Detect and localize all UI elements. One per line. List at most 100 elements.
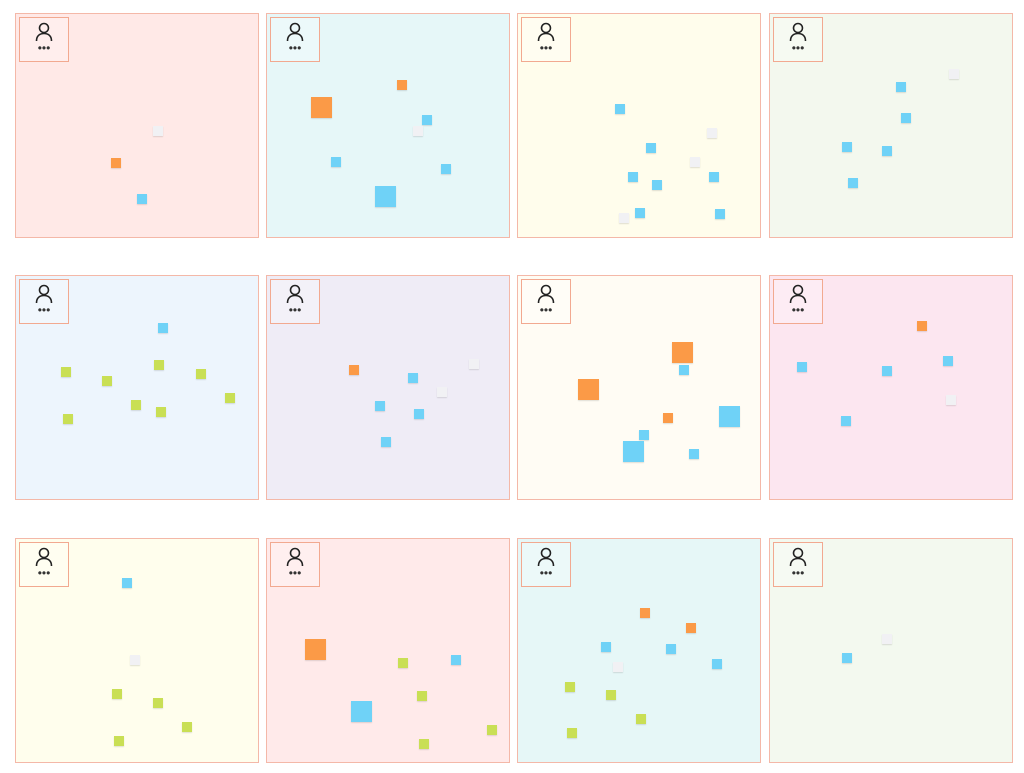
user-badge[interactable]: ••• [19,279,69,324]
sticky-note-green[interactable] [487,725,497,735]
more-options-icon[interactable]: ••• [539,41,553,55]
sticky-note-blue[interactable] [797,362,807,372]
sticky-note-blue[interactable] [719,406,740,427]
sticky-note-orange[interactable] [917,321,927,331]
more-options-icon[interactable]: ••• [37,41,51,55]
sticky-note-blue[interactable] [712,659,722,669]
board-5[interactable]: ••• [15,275,259,500]
board-9[interactable]: ••• [15,538,259,763]
user-badge[interactable]: ••• [270,542,320,587]
more-options-icon[interactable]: ••• [288,566,302,580]
sticky-note-green[interactable] [112,689,122,699]
sticky-note-green[interactable] [225,393,235,403]
sticky-note-green[interactable] [196,369,206,379]
sticky-note-white[interactable] [613,662,623,672]
board-2[interactable]: ••• [266,13,510,238]
board-1[interactable]: ••• [15,13,259,238]
board-12[interactable]: ••• [769,538,1013,763]
sticky-note-green[interactable] [154,360,164,370]
sticky-note-green[interactable] [182,722,192,732]
sticky-note-blue[interactable] [615,104,625,114]
sticky-note-blue[interactable] [896,82,906,92]
sticky-note-orange[interactable] [111,158,121,168]
sticky-note-blue[interactable] [381,437,391,447]
more-options-icon[interactable]: ••• [791,303,805,317]
sticky-note-green[interactable] [114,736,124,746]
sticky-note-green[interactable] [61,367,71,377]
sticky-note-green[interactable] [102,376,112,386]
board-4[interactable]: ••• [769,13,1013,238]
more-options-icon[interactable]: ••• [791,566,805,580]
sticky-note-green[interactable] [417,691,427,701]
sticky-note-blue[interactable] [848,178,858,188]
sticky-note-blue[interactable] [635,208,645,218]
sticky-note-orange[interactable] [578,379,599,400]
sticky-note-blue[interactable] [158,323,168,333]
sticky-note-blue[interactable] [841,416,851,426]
sticky-note-orange[interactable] [640,608,650,618]
sticky-note-blue[interactable] [715,209,725,219]
more-options-icon[interactable]: ••• [288,303,302,317]
board-11[interactable]: ••• [517,538,761,763]
sticky-note-blue[interactable] [441,164,451,174]
sticky-note-green[interactable] [565,682,575,692]
board-6[interactable]: ••• [266,275,510,500]
sticky-note-blue[interactable] [451,655,461,665]
sticky-note-blue[interactable] [689,449,699,459]
sticky-note-orange[interactable] [686,623,696,633]
sticky-note-blue[interactable] [639,430,649,440]
sticky-note-green[interactable] [636,714,646,724]
sticky-note-blue[interactable] [709,172,719,182]
sticky-note-blue[interactable] [623,441,644,462]
more-options-icon[interactable]: ••• [288,41,302,55]
sticky-note-blue[interactable] [408,373,418,383]
sticky-note-white[interactable] [619,213,629,223]
sticky-note-white[interactable] [707,128,717,138]
more-options-icon[interactable]: ••• [539,566,553,580]
sticky-note-green[interactable] [63,414,73,424]
sticky-note-blue[interactable] [601,642,611,652]
user-badge[interactable]: ••• [521,542,571,587]
sticky-note-blue[interactable] [882,146,892,156]
user-badge[interactable]: ••• [270,17,320,62]
sticky-note-white[interactable] [130,655,140,665]
user-badge[interactable]: ••• [773,542,823,587]
board-7[interactable]: ••• [517,275,761,500]
sticky-note-blue[interactable] [375,401,385,411]
user-badge[interactable]: ••• [773,17,823,62]
sticky-note-blue[interactable] [137,194,147,204]
sticky-note-orange[interactable] [349,365,359,375]
sticky-note-blue[interactable] [628,172,638,182]
sticky-note-green[interactable] [131,400,141,410]
board-8[interactable]: ••• [769,275,1013,500]
sticky-note-blue[interactable] [901,113,911,123]
sticky-note-blue[interactable] [882,366,892,376]
user-badge[interactable]: ••• [270,279,320,324]
sticky-note-blue[interactable] [375,186,396,207]
sticky-note-white[interactable] [469,359,479,369]
sticky-note-white[interactable] [946,395,956,405]
sticky-note-white[interactable] [882,634,892,644]
sticky-note-blue[interactable] [422,115,432,125]
sticky-note-white[interactable] [949,69,959,79]
more-options-icon[interactable]: ••• [539,303,553,317]
sticky-note-blue[interactable] [414,409,424,419]
sticky-note-blue[interactable] [842,142,852,152]
sticky-note-blue[interactable] [646,143,656,153]
sticky-note-blue[interactable] [351,701,372,722]
more-options-icon[interactable]: ••• [37,303,51,317]
sticky-note-green[interactable] [156,407,166,417]
sticky-note-white[interactable] [153,126,163,136]
board-10[interactable]: ••• [266,538,510,763]
sticky-note-white[interactable] [413,126,423,136]
sticky-note-white[interactable] [690,157,700,167]
sticky-note-orange[interactable] [663,413,673,423]
more-options-icon[interactable]: ••• [37,566,51,580]
sticky-note-blue[interactable] [666,644,676,654]
user-badge[interactable]: ••• [773,279,823,324]
sticky-note-orange[interactable] [397,80,407,90]
sticky-note-blue[interactable] [652,180,662,190]
sticky-note-blue[interactable] [943,356,953,366]
sticky-note-blue[interactable] [122,578,132,588]
user-badge[interactable]: ••• [521,17,571,62]
